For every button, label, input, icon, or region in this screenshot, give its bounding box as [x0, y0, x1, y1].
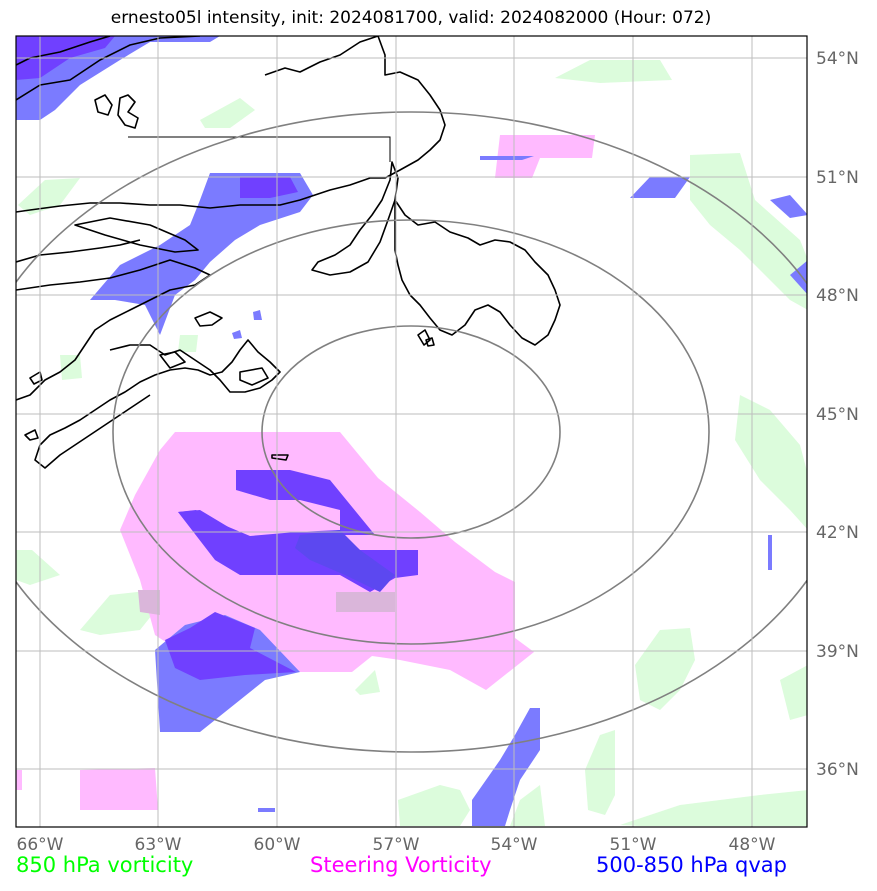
lat-tick-label: 42°N — [816, 523, 859, 543]
legend-qvap: 500-850 hPa qvap — [596, 853, 787, 877]
legend-steering-vorticity: Steering Vorticity — [310, 853, 492, 877]
lat-tick-label: 45°N — [816, 405, 859, 425]
lat-tick-label: 51°N — [816, 168, 859, 188]
lon-tick-label: 66°W — [17, 835, 64, 855]
plot-title: ernesto05l intensity, init: 2024081700, … — [110, 8, 712, 28]
axes-frame — [15, 35, 808, 828]
lat-tick-label: 39°N — [816, 642, 859, 662]
range-rings — [16, 111, 807, 753]
lon-tick-label: 51°W — [610, 835, 657, 855]
legend-850-vorticity: 850 hPa vorticity — [16, 853, 194, 877]
steering-vorticity-field — [16, 135, 595, 810]
lon-tick-label: 57°W — [373, 835, 420, 855]
qvap-field — [16, 36, 807, 826]
lon-tick-label: 48°W — [729, 835, 776, 855]
lat-tick-label: 48°N — [816, 286, 859, 306]
lat-tick-label: 36°N — [816, 760, 859, 780]
lat-tick-labels: 54°N 51°N 48°N 45°N 42°N 39°N 36°N — [816, 49, 859, 780]
overlap-patches — [138, 590, 395, 615]
lon-tick-label: 54°W — [491, 835, 538, 855]
lon-tick-labels: 66°W 63°W 60°W 57°W 54°W 51°W 48°W — [17, 835, 776, 855]
lat-tick-label: 54°N — [816, 49, 859, 69]
lon-tick-label: 63°W — [135, 835, 182, 855]
coastlines — [16, 36, 561, 469]
gridlines — [16, 36, 807, 827]
vorticity-850-field — [16, 60, 807, 826]
lon-tick-label: 60°W — [254, 835, 301, 855]
border-line — [128, 136, 391, 162]
